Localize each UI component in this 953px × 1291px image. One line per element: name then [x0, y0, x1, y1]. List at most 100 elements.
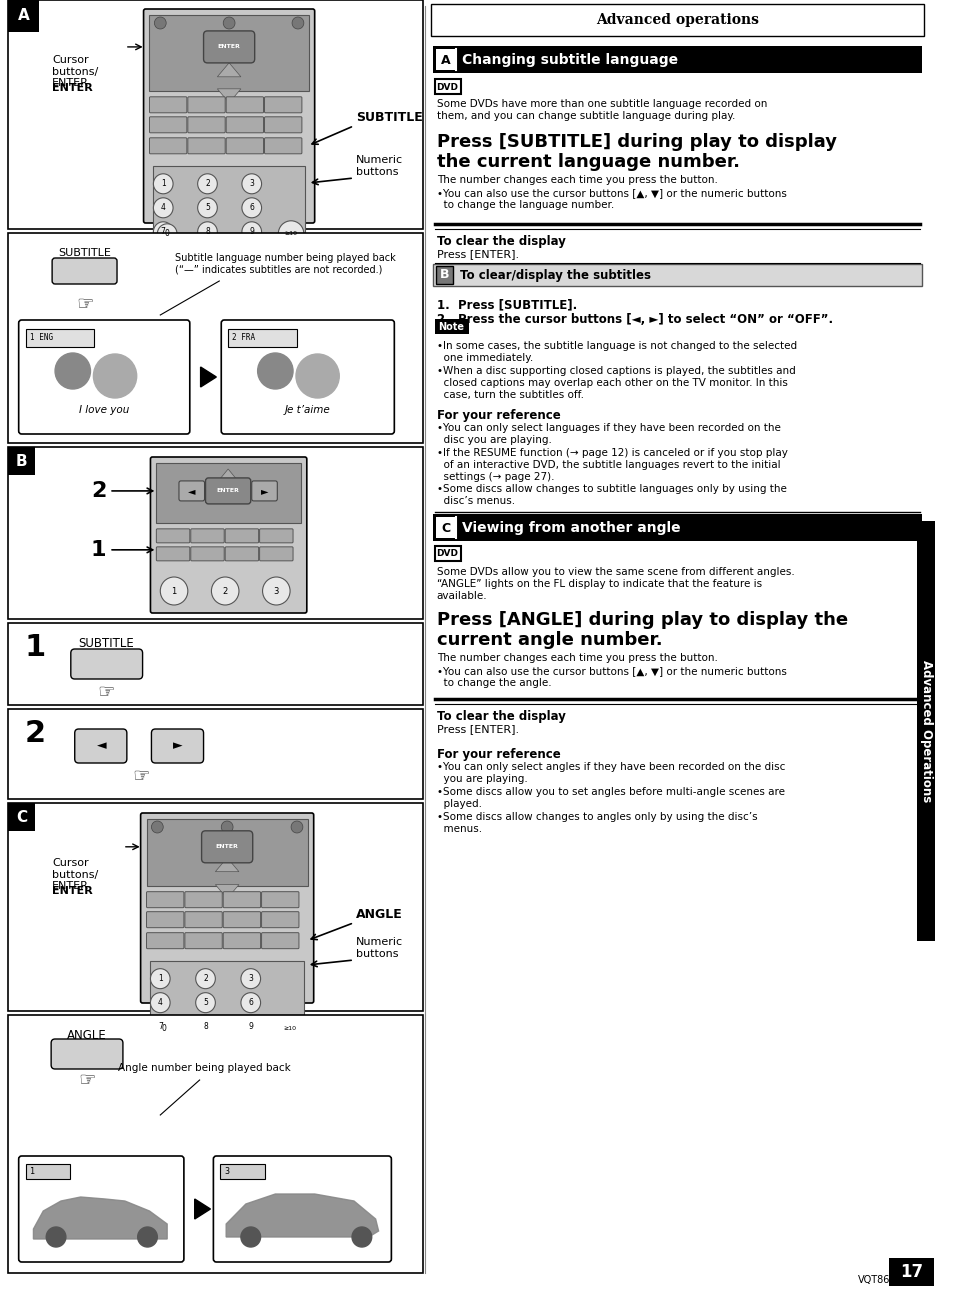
- Text: •You can only select languages if they have been recorded on the: •You can only select languages if they h…: [436, 423, 780, 432]
- Bar: [8, 447, 422, 618]
- FancyBboxPatch shape: [261, 932, 298, 949]
- Text: B: B: [439, 269, 449, 281]
- Text: 6: 6: [248, 998, 253, 1007]
- FancyBboxPatch shape: [223, 892, 260, 908]
- FancyBboxPatch shape: [179, 482, 204, 501]
- Text: 2 FRA: 2 FRA: [232, 333, 255, 342]
- Text: Advanced operations: Advanced operations: [596, 13, 759, 27]
- Text: you are playing.: you are playing.: [436, 775, 527, 784]
- Text: •In some cases, the subtitle language is not changed to the selected: •In some cases, the subtitle language is…: [436, 341, 796, 351]
- FancyBboxPatch shape: [188, 97, 225, 112]
- FancyBboxPatch shape: [185, 911, 222, 928]
- Circle shape: [295, 354, 339, 398]
- Text: 0: 0: [165, 230, 170, 239]
- Text: ANGLE: ANGLE: [355, 908, 402, 920]
- Text: 4: 4: [161, 203, 166, 212]
- FancyBboxPatch shape: [150, 97, 187, 112]
- FancyBboxPatch shape: [221, 320, 394, 434]
- FancyBboxPatch shape: [71, 649, 142, 679]
- Text: B: B: [16, 453, 28, 469]
- Bar: [8, 447, 35, 475]
- Circle shape: [241, 1226, 260, 1247]
- FancyBboxPatch shape: [185, 932, 222, 949]
- Polygon shape: [215, 857, 238, 871]
- Text: Numeric
buttons: Numeric buttons: [355, 155, 403, 177]
- Circle shape: [197, 174, 217, 194]
- Text: 2: 2: [203, 975, 208, 984]
- Text: For your reference: For your reference: [436, 747, 559, 760]
- Text: them, and you can change subtitle language during play.: them, and you can change subtitle langua…: [436, 111, 734, 121]
- FancyBboxPatch shape: [225, 547, 258, 560]
- Circle shape: [153, 198, 172, 218]
- Circle shape: [242, 222, 261, 241]
- Circle shape: [242, 198, 261, 218]
- Text: 3: 3: [249, 179, 253, 188]
- Text: 1: 1: [30, 1167, 34, 1176]
- Circle shape: [352, 1226, 372, 1247]
- Text: 7: 7: [161, 227, 166, 236]
- Text: disc’s menus.: disc’s menus.: [436, 496, 515, 506]
- Text: •You can only select angles if they have been recorded on the disc: •You can only select angles if they have…: [436, 762, 784, 772]
- FancyBboxPatch shape: [188, 138, 225, 154]
- FancyBboxPatch shape: [252, 482, 277, 501]
- FancyBboxPatch shape: [156, 547, 190, 560]
- Text: ☞: ☞: [75, 296, 93, 314]
- FancyBboxPatch shape: [140, 813, 314, 1003]
- Circle shape: [197, 222, 217, 241]
- Circle shape: [241, 993, 260, 1012]
- Text: of an interactive DVD, the subtitle languages revert to the initial: of an interactive DVD, the subtitle lang…: [436, 460, 780, 470]
- Circle shape: [292, 17, 304, 28]
- Text: 1: 1: [25, 633, 46, 662]
- FancyBboxPatch shape: [223, 932, 260, 949]
- Circle shape: [195, 993, 215, 1012]
- Bar: [433, 514, 922, 541]
- Circle shape: [46, 1226, 66, 1247]
- Text: Viewing from another angle: Viewing from another angle: [461, 522, 680, 534]
- Polygon shape: [217, 89, 241, 103]
- Text: •If the RESUME function (→ page 12) is canceled or if you stop play: •If the RESUME function (→ page 12) is c…: [436, 448, 786, 458]
- Bar: [433, 46, 922, 74]
- FancyBboxPatch shape: [188, 116, 225, 133]
- FancyBboxPatch shape: [259, 547, 293, 560]
- Text: 0: 0: [162, 1024, 167, 1033]
- Text: played.: played.: [436, 799, 481, 809]
- Text: •You can also use the cursor buttons [▲, ▼] or the numeric buttons: •You can also use the cursor buttons [▲,…: [436, 666, 785, 676]
- Bar: [151, 961, 304, 1039]
- Text: SUBTITLE: SUBTITLE: [355, 111, 422, 124]
- Circle shape: [241, 1017, 260, 1037]
- FancyBboxPatch shape: [264, 138, 301, 154]
- Text: Angle number being played back: Angle number being played back: [118, 1062, 291, 1073]
- Circle shape: [242, 174, 261, 194]
- Bar: [8, 0, 422, 229]
- Bar: [435, 79, 460, 94]
- Bar: [8, 709, 422, 799]
- FancyBboxPatch shape: [226, 116, 263, 133]
- Circle shape: [137, 1226, 157, 1247]
- Text: •You can also use the cursor buttons [▲, ▼] or the numeric buttons: •You can also use the cursor buttons [▲,…: [436, 188, 785, 198]
- Bar: [147, 818, 308, 886]
- Bar: [8, 0, 39, 32]
- Text: DVD: DVD: [436, 550, 458, 559]
- Text: ≥10: ≥10: [283, 1026, 296, 1032]
- Text: menus.: menus.: [436, 824, 481, 834]
- Text: •Some discs allow you to set angles before multi-angle scenes are: •Some discs allow you to set angles befo…: [436, 788, 783, 797]
- FancyBboxPatch shape: [156, 529, 190, 542]
- Text: The number changes each time you press the button.: The number changes each time you press t…: [436, 176, 717, 185]
- Text: ☞: ☞: [78, 1072, 95, 1090]
- Text: 9: 9: [248, 1022, 253, 1032]
- Text: 3: 3: [224, 1167, 229, 1176]
- FancyBboxPatch shape: [151, 457, 307, 613]
- Text: I love you: I love you: [79, 405, 130, 414]
- Circle shape: [157, 223, 177, 244]
- Text: Changing subtitle language: Changing subtitle language: [461, 53, 678, 67]
- Circle shape: [195, 968, 215, 989]
- Text: ENTER: ENTER: [216, 488, 239, 493]
- FancyBboxPatch shape: [223, 911, 260, 928]
- Text: •When a disc supporting closed captions is played, the subtitles and: •When a disc supporting closed captions …: [436, 367, 795, 376]
- Text: 1.  Press [SUBTITLE].: 1. Press [SUBTITLE].: [436, 298, 577, 311]
- Circle shape: [93, 354, 136, 398]
- Text: to change the angle.: to change the angle.: [436, 678, 551, 688]
- FancyBboxPatch shape: [191, 547, 224, 560]
- Text: 7: 7: [157, 1022, 163, 1032]
- Text: SUBTITLE: SUBTITLE: [58, 248, 111, 258]
